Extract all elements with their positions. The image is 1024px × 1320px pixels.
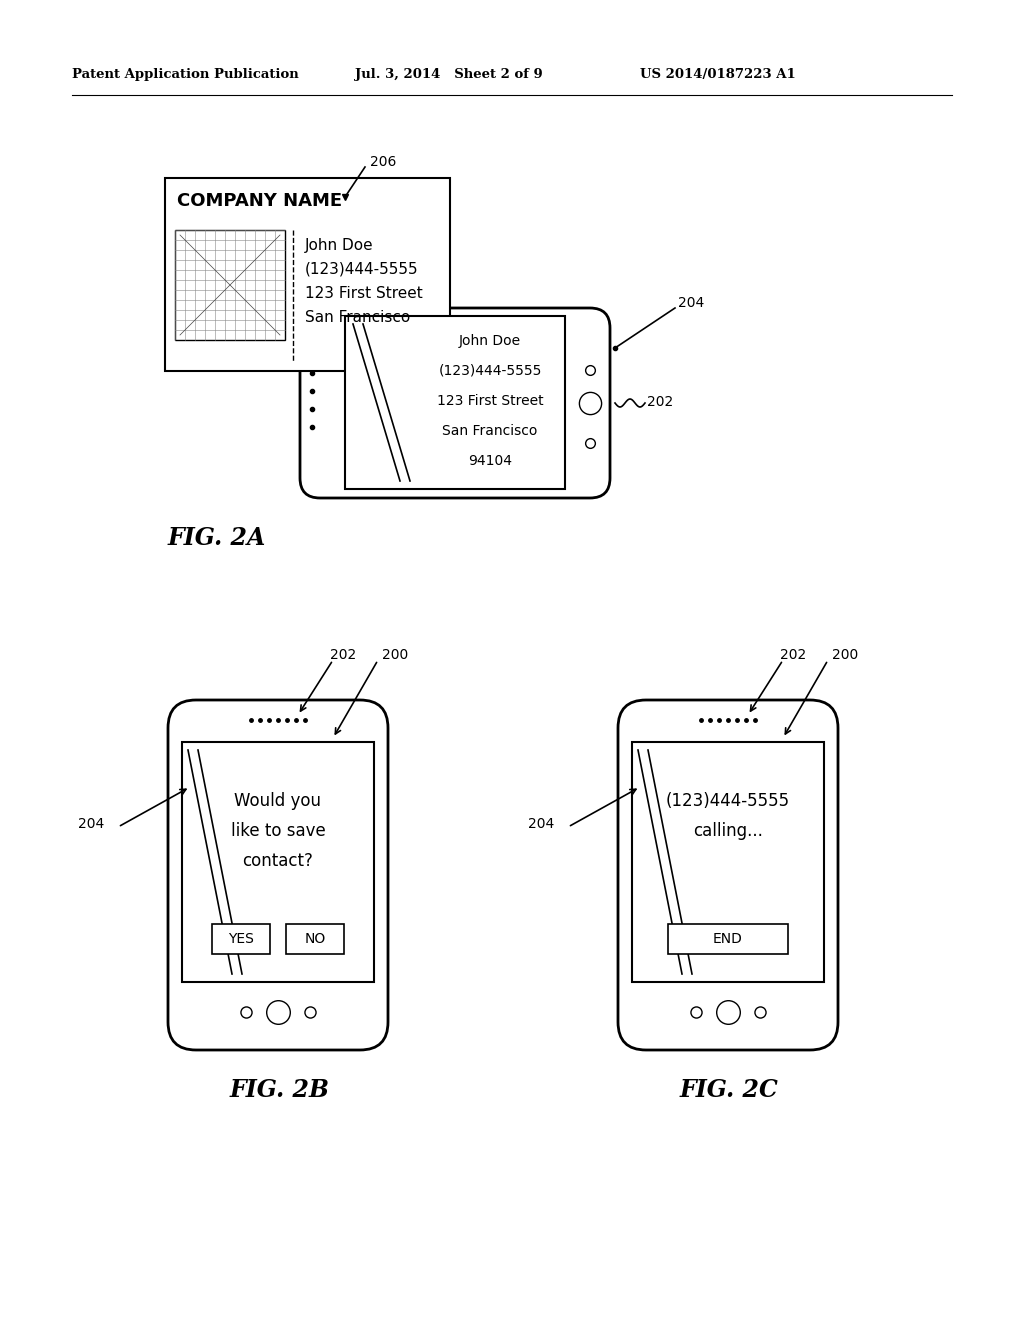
FancyBboxPatch shape [618, 700, 838, 1049]
Text: calling...: calling... [693, 822, 763, 840]
Text: YES: YES [228, 932, 254, 946]
Text: 202: 202 [780, 648, 806, 663]
Text: San Francisco: San Francisco [305, 310, 411, 325]
Text: 204: 204 [78, 817, 104, 832]
Text: END: END [713, 932, 743, 946]
Bar [165, 178, 450, 371]
Text: 94104: 94104 [468, 454, 512, 469]
Text: 206: 206 [370, 154, 396, 169]
Text: NO: NO [304, 932, 326, 946]
Bar [212, 924, 270, 954]
Bar [286, 924, 344, 954]
Bar [668, 924, 788, 954]
Text: Patent Application Publication: Patent Application Publication [72, 69, 299, 81]
Text: 202: 202 [647, 395, 673, 409]
Text: COMPANY NAME: COMPANY NAME [177, 191, 342, 210]
Bar [182, 742, 374, 982]
Text: 200: 200 [382, 648, 409, 663]
Text: US 2014/0187223 A1: US 2014/0187223 A1 [640, 69, 796, 81]
Text: 123 First Street: 123 First Street [436, 393, 544, 408]
Text: Would you: Would you [234, 792, 322, 810]
Text: (123)444-5555: (123)444-5555 [438, 364, 542, 378]
Text: Jul. 3, 2014   Sheet 2 of 9: Jul. 3, 2014 Sheet 2 of 9 [355, 69, 543, 81]
Text: 204: 204 [528, 817, 554, 832]
Text: FIG. 2B: FIG. 2B [230, 1078, 330, 1102]
FancyBboxPatch shape [300, 308, 610, 498]
FancyBboxPatch shape [168, 700, 388, 1049]
Bar [345, 315, 565, 488]
Text: John Doe: John Doe [459, 334, 521, 348]
Text: (123)444-5555: (123)444-5555 [305, 261, 419, 277]
Text: 123 First Street: 123 First Street [305, 286, 423, 301]
Text: 204: 204 [678, 296, 705, 310]
Text: FIG. 2A: FIG. 2A [168, 525, 266, 550]
Text: like to save: like to save [230, 822, 326, 840]
Bar [175, 230, 285, 341]
Text: 202: 202 [330, 648, 356, 663]
Text: (123)444-5555: (123)444-5555 [666, 792, 791, 810]
Text: FIG. 2C: FIG. 2C [680, 1078, 778, 1102]
Text: San Francisco: San Francisco [442, 424, 538, 438]
Text: 200: 200 [831, 648, 858, 663]
Text: John Doe: John Doe [305, 238, 374, 253]
Text: contact?: contact? [243, 851, 313, 870]
Bar [632, 742, 824, 982]
